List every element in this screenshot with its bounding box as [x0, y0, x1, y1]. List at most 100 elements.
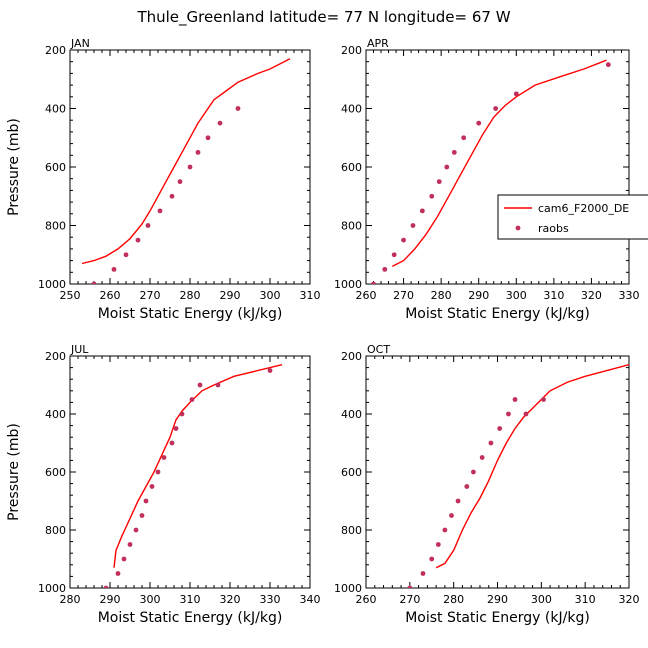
- x-tick-label: 330: [260, 593, 281, 606]
- model-profile-line: [113, 364, 283, 568]
- panel-jul: 280 290 300 310 320 330 340 200 400 600 800 1000 JUL…: [6, 343, 321, 626]
- raobs-point: [169, 193, 175, 199]
- x-axis-label: Moist Static Energy (kJ/kg): [98, 610, 283, 626]
- raobs-point: [135, 237, 141, 243]
- raobs-point: [173, 426, 179, 431]
- raobs-point: [155, 469, 161, 475]
- raobs-point: [407, 585, 413, 588]
- y-tick-label: 800: [45, 220, 66, 233]
- x-tick-label: 280: [180, 289, 201, 302]
- raobs-point: [215, 382, 221, 388]
- raobs-point: [420, 571, 426, 576]
- y-tick-label: 800: [341, 524, 362, 537]
- x-tick-label: 260: [356, 289, 377, 302]
- panel-label: OCT: [367, 343, 390, 356]
- raobs-point: [115, 571, 121, 576]
- x-axis-label: Moist Static Energy (kJ/kg): [98, 306, 283, 322]
- raobs-point: [541, 397, 546, 402]
- raobs-point: [145, 223, 151, 228]
- x-tick-label: 250: [60, 289, 81, 302]
- plot-frame: [69, 355, 311, 589]
- raobs-point: [451, 149, 457, 155]
- x-tick-label: 310: [180, 593, 201, 606]
- raobs-point: [436, 179, 442, 185]
- model-profile-line: [391, 59, 607, 268]
- model-profile-line: [435, 364, 629, 569]
- y-tick-label: 200: [341, 350, 362, 363]
- y-tick-label: 1000: [38, 278, 66, 291]
- raobs-point: [442, 527, 448, 533]
- y-tick-label: 800: [341, 220, 362, 233]
- legend-point-swatch: [515, 225, 521, 231]
- y-tick-label: 400: [341, 103, 362, 116]
- raobs-point: [267, 368, 273, 373]
- raobs-point: [195, 149, 201, 155]
- plot-area: [407, 364, 629, 588]
- model-profile-line: [81, 58, 291, 265]
- raobs-point: [464, 484, 470, 489]
- x-tick-label: 340: [300, 593, 321, 606]
- x-tick-label: 320: [619, 593, 640, 606]
- raobs-point: [493, 106, 499, 111]
- x-tick-label: 310: [575, 593, 596, 606]
- y-tick-label: 1000: [334, 278, 362, 291]
- raobs-point: [391, 252, 397, 258]
- y-tick-label: 800: [45, 524, 66, 537]
- x-tick-label: 290: [468, 289, 489, 302]
- x-tick-label: 310: [543, 289, 564, 302]
- raobs-point: [235, 106, 241, 111]
- plot-frame: [365, 49, 630, 285]
- plot-frame: [365, 355, 630, 589]
- y-tick-label: 400: [45, 103, 66, 116]
- raobs-point: [419, 208, 425, 214]
- panel-apr: 260 270 280 290 300 310 320 330 200 400 600 800 1000…: [334, 37, 640, 322]
- x-tick-label: 280: [431, 289, 452, 302]
- raobs-point: [429, 556, 435, 562]
- x-axis-label: Moist Static Energy (kJ/kg): [405, 306, 590, 322]
- x-tick-label: 300: [260, 289, 281, 302]
- raobs-point: [435, 542, 441, 547]
- plot-area: [371, 59, 611, 284]
- plot-area: [81, 58, 291, 284]
- panel-jan: 250 260 270 280 290 300 310 200 400 600 800 1000 JAN…: [6, 37, 321, 322]
- raobs-point: [488, 440, 494, 446]
- x-tick-label: 290: [100, 593, 121, 606]
- raobs-point: [205, 135, 211, 141]
- x-tick-label: 300: [140, 593, 161, 606]
- y-tick-label: 1000: [38, 582, 66, 595]
- raobs-point: [127, 542, 133, 547]
- y-tick-label: 400: [45, 408, 66, 421]
- panel-oct: 260 270 280 290 300 310 320 200 400 600 800 1000 OCT…: [334, 343, 640, 626]
- panel-label: JUL: [70, 343, 89, 356]
- raobs-point: [217, 120, 223, 126]
- raobs-point: [177, 179, 183, 185]
- raobs-point: [449, 513, 454, 518]
- raobs-point: [121, 556, 127, 562]
- raobs-point: [479, 455, 485, 460]
- raobs-point: [179, 411, 185, 417]
- raobs-point: [382, 266, 388, 272]
- y-tick-label: 600: [341, 161, 362, 174]
- x-tick-label: 280: [443, 593, 464, 606]
- raobs-point: [103, 585, 109, 588]
- x-tick-label: 320: [220, 593, 241, 606]
- y-tick-label: 600: [45, 161, 66, 174]
- raobs-point: [461, 135, 467, 141]
- y-tick-label: 1000: [334, 582, 362, 595]
- x-tick-label: 260: [356, 593, 377, 606]
- raobs-point: [133, 527, 139, 533]
- raobs-point: [497, 426, 503, 431]
- x-tick-label: 290: [487, 593, 508, 606]
- raobs-point: [523, 411, 529, 417]
- raobs-point: [189, 397, 195, 402]
- panel-label: APR: [367, 37, 389, 50]
- raobs-point: [157, 208, 163, 214]
- raobs-point: [149, 484, 155, 489]
- x-tick-label: 320: [581, 289, 602, 302]
- raobs-point: [143, 498, 149, 504]
- y-axis-label: Pressure (mb): [6, 423, 22, 521]
- panel-label: JAN: [70, 37, 90, 50]
- raobs-point: [371, 281, 376, 284]
- y-tick-label: 400: [341, 408, 362, 421]
